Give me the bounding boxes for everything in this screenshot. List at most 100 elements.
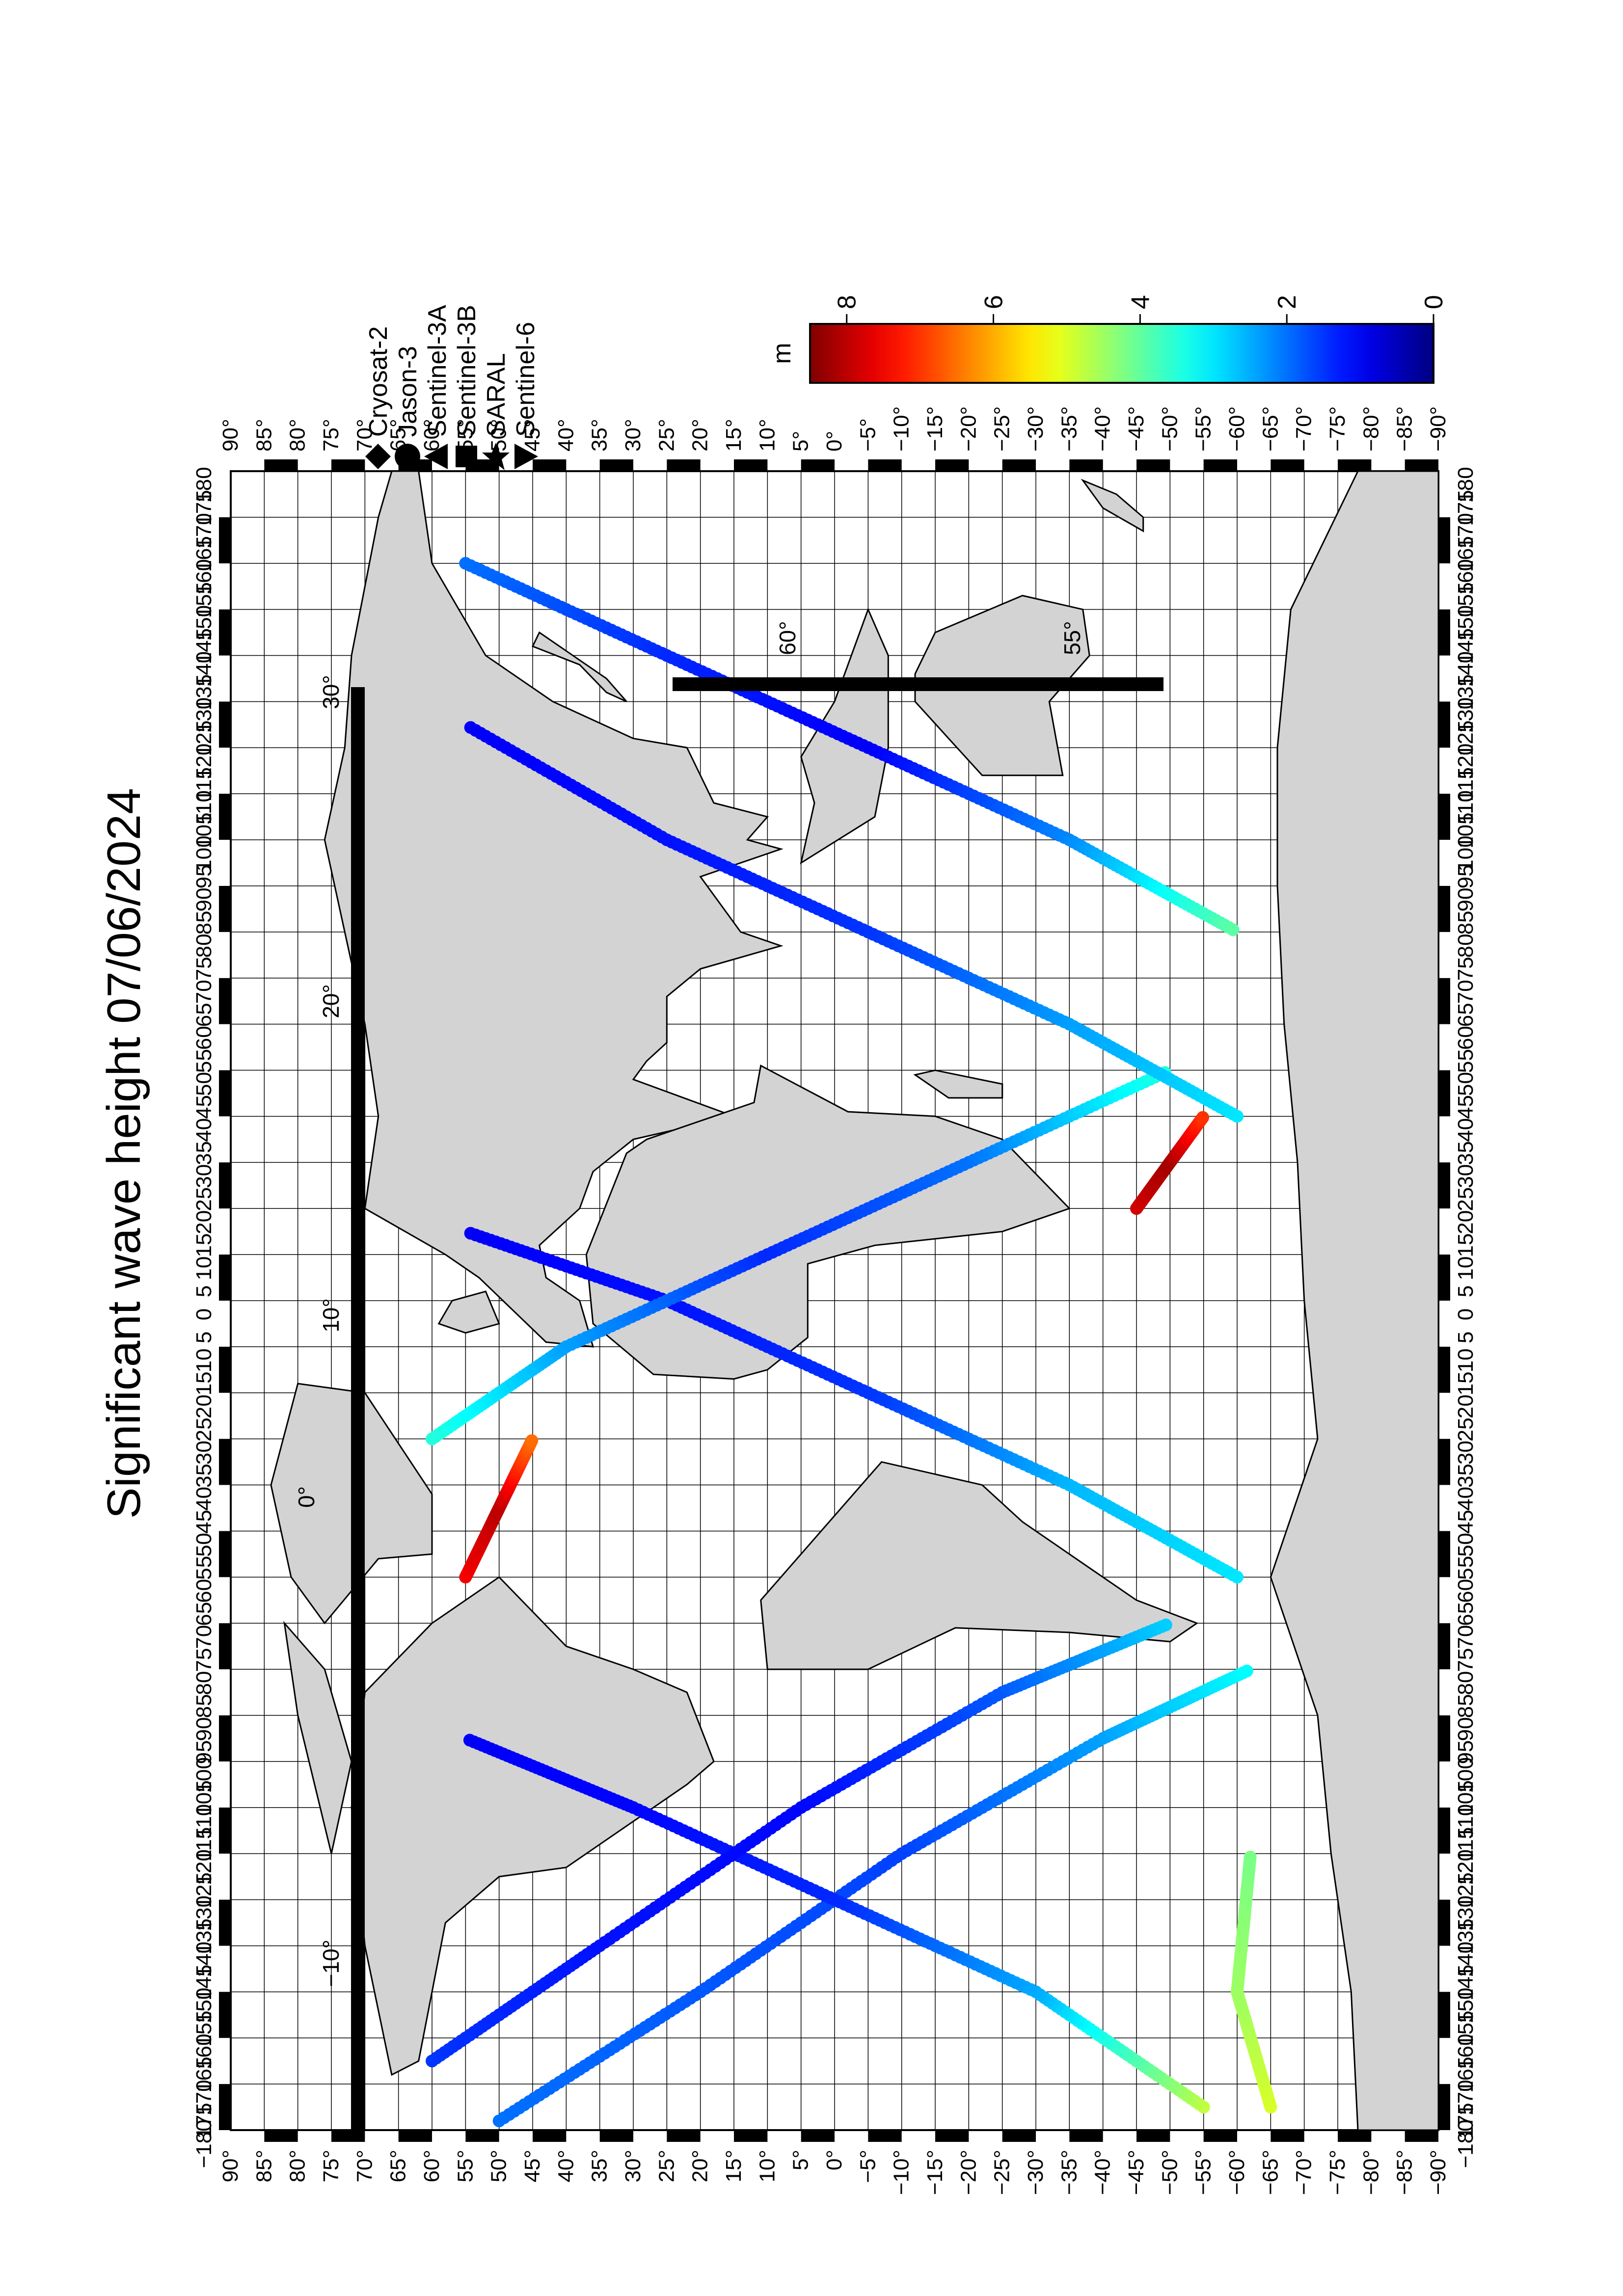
longitude-label: 40 (192, 1118, 216, 1142)
longitude-label: 90 (192, 1717, 216, 1741)
border-tick (219, 1439, 231, 1485)
latitude-label: 15° (722, 419, 746, 452)
longitude-label: 150 (192, 1988, 216, 2024)
longitude-label: 0 (1454, 1308, 1478, 1320)
latitude-label: −90° (1426, 2150, 1450, 2195)
latitude-label: 20° (688, 2150, 712, 2183)
longitude-label: 75 (192, 957, 216, 981)
longitude-label: 145 (1454, 1965, 1478, 2001)
inset-label: 10° (318, 1298, 344, 1333)
latitude-label: 55° (453, 2150, 477, 2183)
longitude-label: 150 (192, 605, 216, 641)
latitude-label: 35° (588, 2150, 612, 2183)
longitude-label: 160 (192, 2034, 216, 2070)
longitude-label: 125 (192, 721, 216, 756)
longitude-label: 55 (192, 1556, 216, 1580)
longitude-label: 140 (192, 651, 216, 687)
latitude-label: −20° (956, 406, 980, 452)
latitude-label: 40° (554, 419, 578, 452)
border-tick (1438, 517, 1450, 563)
latitude-label: −80° (1359, 2150, 1383, 2195)
latitude-label: 10° (755, 419, 779, 452)
longitude-label: 110 (1454, 790, 1478, 825)
inset-label: −10° (318, 1940, 344, 1987)
legend-label: Sentinel-3A (423, 305, 452, 437)
border-tick (1271, 459, 1304, 471)
longitude-label: 55 (192, 1049, 216, 1073)
land-japan (531, 631, 627, 702)
colorbar-tick-label: 6 (980, 295, 1008, 309)
border-tick (667, 2130, 701, 2142)
border-tick (219, 1807, 231, 1854)
latitude-label: 60° (420, 419, 444, 452)
longitude-label: 155 (1454, 582, 1478, 618)
longitude-label: 165 (192, 536, 216, 572)
longitude-label: 100 (192, 835, 216, 871)
longitude-label: 160 (1454, 559, 1478, 595)
latitude-label: 70° (352, 419, 377, 452)
border-tick (331, 459, 365, 471)
longitude-label: 140 (1454, 1942, 1478, 1977)
border-tick (219, 701, 231, 748)
border-tick (1438, 1992, 1450, 2038)
latitude-label: 35° (588, 419, 612, 452)
border-tick (219, 1899, 231, 1946)
longitude-label: 50 (1454, 1533, 1478, 1557)
latitude-label: −70° (1292, 406, 1316, 452)
border-tick (1438, 886, 1450, 932)
track-point (464, 721, 477, 734)
border-tick (667, 459, 701, 471)
longitude-label: 115 (192, 1827, 216, 1862)
longitude-label: 90 (1454, 1717, 1478, 1741)
track-point (1244, 1850, 1257, 1864)
longitude-label: 105 (1454, 812, 1478, 848)
border-tick (1338, 2130, 1372, 2142)
colorbar-unit: m (768, 343, 796, 364)
border-tick (935, 459, 969, 471)
track-jason-3 (426, 1618, 1172, 2068)
longitude-label: 170 (192, 2080, 216, 2115)
track-cryosat-2 (464, 1227, 1244, 1584)
longitude-label: 15 (192, 1371, 216, 1395)
longitude-label: 170 (192, 513, 216, 549)
longitude-label: 175 (192, 490, 216, 526)
latitude-label: 90° (218, 2150, 243, 2183)
longitude-label: 30 (1454, 1441, 1478, 1465)
longitude-label: 15 (192, 1233, 216, 1257)
latitude-labels-right: 90° 85° 80° 75° 70° 65° 60° 55° 50° 45° 40° 35° 30° 2… (218, 2150, 1450, 2195)
latitude-label: −90° (1426, 406, 1450, 452)
longitude-label: 35 (192, 1141, 216, 1165)
border-tick (1203, 459, 1237, 471)
longitude-label: 25 (192, 1417, 216, 1442)
longitude-label: 45 (1454, 1510, 1478, 1534)
latitude-labels-left: 90° 85° 80° 75° 70° 65° 60° 55° 50° 45° 40° 35° 30° 2… (218, 406, 1450, 452)
border-tick (219, 2084, 231, 2130)
longitude-label: 155 (192, 582, 216, 618)
longitude-label: 20 (192, 1394, 216, 1418)
longitude-label: 75 (1454, 1648, 1478, 1672)
longitude-label: 35 (1454, 1141, 1478, 1165)
longitude-label: 95 (1454, 865, 1478, 889)
longitude-label: 45 (1454, 1095, 1478, 1119)
longitude-label: 95 (192, 865, 216, 889)
latitude-label: −15° (923, 406, 947, 452)
longitude-label: 5 (192, 1332, 216, 1343)
legend-marker-star (482, 443, 510, 470)
longitude-label: 130 (192, 1896, 216, 1931)
longitude-label: 25 (1454, 1187, 1478, 1211)
latitude-label: 15° (722, 2150, 746, 2183)
land-uk (437, 1290, 500, 1334)
latitude-label: 5° (789, 431, 813, 452)
longitude-label: 180 (192, 467, 216, 503)
colorbar-tick-label: 8 (833, 295, 862, 309)
longitude-label: 15 (1454, 1233, 1478, 1257)
border-tick (219, 1623, 231, 1670)
longitude-label: 120 (1454, 1849, 1478, 1885)
longitude-label: 10 (1454, 1348, 1478, 1372)
longitude-label: 145 (1454, 628, 1478, 664)
longitude-label: 65 (192, 1003, 216, 1027)
track-sentinel-3a (463, 1734, 1210, 2114)
border-tick (1438, 2084, 1450, 2130)
longitude-label: 80 (192, 1671, 216, 1695)
longitude-label: 5 (1454, 1285, 1478, 1297)
